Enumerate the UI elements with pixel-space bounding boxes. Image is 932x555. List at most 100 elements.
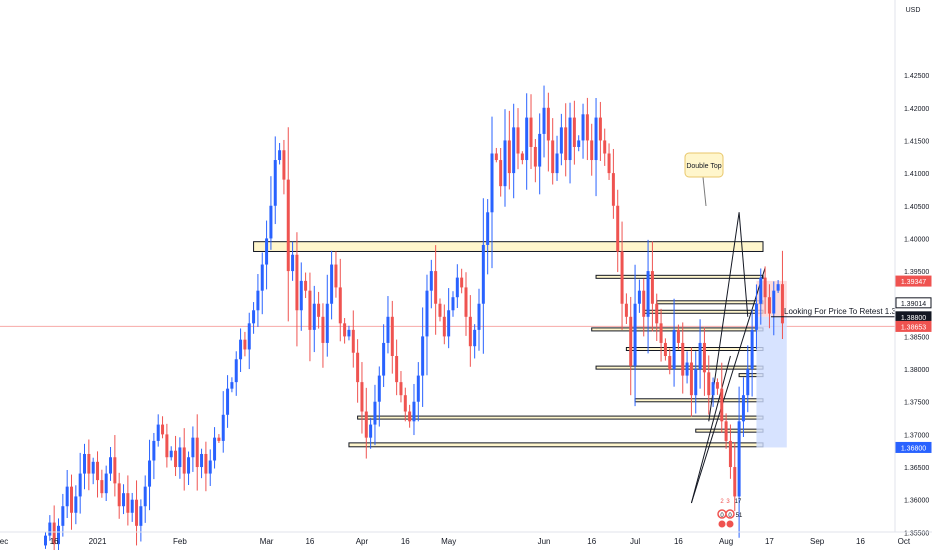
candle-up[interactable] [412,401,416,422]
candle-down[interactable] [282,150,286,180]
candle-down[interactable] [204,453,208,474]
candle-up[interactable] [278,150,282,161]
candle-up[interactable] [208,460,212,474]
candle-down[interactable] [689,362,693,396]
candle-up[interactable] [347,329,351,337]
candle-down[interactable] [96,461,100,481]
candle-up[interactable] [698,342,702,370]
candle-up[interactable] [772,290,776,314]
candle-up[interactable] [169,450,173,458]
candle-down[interactable] [70,486,74,513]
candle-up[interactable] [559,127,563,154]
candle-up[interactable] [269,205,273,239]
candle-up[interactable] [711,382,715,396]
candle-down[interactable] [434,271,438,304]
candle-down[interactable] [217,437,221,441]
candle-up[interactable] [226,388,230,415]
candle-up[interactable] [481,244,485,304]
candle-down[interactable] [655,303,659,324]
candle-down[interactable] [551,140,555,174]
candle-down[interactable] [117,483,121,507]
candle-up[interactable] [646,271,650,317]
candle-up[interactable] [538,133,542,167]
candle-up[interactable] [265,238,269,265]
candle-up[interactable] [750,329,754,370]
candle-down[interactable] [360,382,364,412]
candle-down[interactable] [174,450,178,468]
candle-up[interactable] [369,424,373,438]
candle-up[interactable] [759,277,763,304]
candle-up[interactable] [737,421,741,497]
candle-down[interactable] [642,290,646,317]
candle-down[interactable] [564,127,568,161]
candle-down[interactable] [663,342,667,356]
candle-up[interactable] [139,506,143,526]
candle-down[interactable] [351,329,355,353]
candle-down[interactable] [408,411,412,422]
candle-down[interactable] [763,277,767,298]
candle-down[interactable] [681,342,685,376]
candle-down[interactable] [520,153,524,161]
candle-down[interactable] [286,179,290,272]
candle-up[interactable] [330,264,334,304]
candle-down[interactable] [507,140,511,174]
candle-up[interactable] [57,525,61,545]
candle-up[interactable] [633,303,637,366]
candle-down[interactable] [295,254,299,311]
trend-line[interactable] [738,212,749,317]
candle-down[interactable] [195,437,199,468]
candle-up[interactable] [473,329,477,347]
candle-up[interactable] [382,342,386,376]
candle-down[interactable] [442,316,446,337]
event-dot-icon[interactable] [726,520,734,528]
candle-down[interactable] [607,153,611,174]
candle-up[interactable] [291,254,295,272]
candle-up[interactable] [581,114,585,141]
candle-up[interactable] [542,107,546,134]
candle-down[interactable] [620,251,624,304]
candle-up[interactable] [234,359,238,383]
candle-down[interactable] [308,290,312,330]
candle-down[interactable] [707,372,711,396]
candle-down[interactable] [650,271,654,304]
candle-down[interactable] [629,316,633,366]
candle-up[interactable] [525,117,529,161]
candle-down[interactable] [321,316,325,343]
candle-up[interactable] [273,160,277,206]
candle-down[interactable] [317,303,321,317]
candle-up[interactable] [191,437,195,458]
candle-up[interactable] [555,153,559,174]
candle-down[interactable] [724,421,728,441]
candle-down[interactable] [533,146,537,167]
candle-up[interactable] [490,153,494,213]
candle-up[interactable] [776,284,780,291]
candle-up[interactable] [91,461,95,474]
candle-up[interactable] [252,310,256,324]
candle-up[interactable] [512,127,516,174]
candle-up[interactable] [754,303,758,330]
candle-down[interactable] [668,355,672,370]
candle-down[interactable] [767,297,771,314]
candle-up[interactable] [247,323,251,350]
candle-down[interactable] [243,339,247,350]
candle-up[interactable] [152,440,156,461]
candle-down[interactable] [659,323,663,343]
candle-up[interactable] [48,522,52,536]
candle-down[interactable] [182,447,186,474]
candle-down[interactable] [304,280,308,291]
candle-up[interactable] [74,496,78,513]
candle-up[interactable] [421,336,425,376]
candle-down[interactable] [395,355,399,383]
candle-up[interactable] [130,499,134,513]
candle-down[interactable] [399,382,403,396]
candle-up[interactable] [260,264,264,291]
candle-down[interactable] [616,205,620,252]
candle-up[interactable] [143,486,147,507]
candle-up[interactable] [312,303,316,330]
candle-down[interactable] [780,284,784,324]
candle-down[interactable] [590,140,594,161]
candle-up[interactable] [746,369,750,396]
candle-down[interactable] [733,467,737,497]
trend-line[interactable] [690,355,731,504]
